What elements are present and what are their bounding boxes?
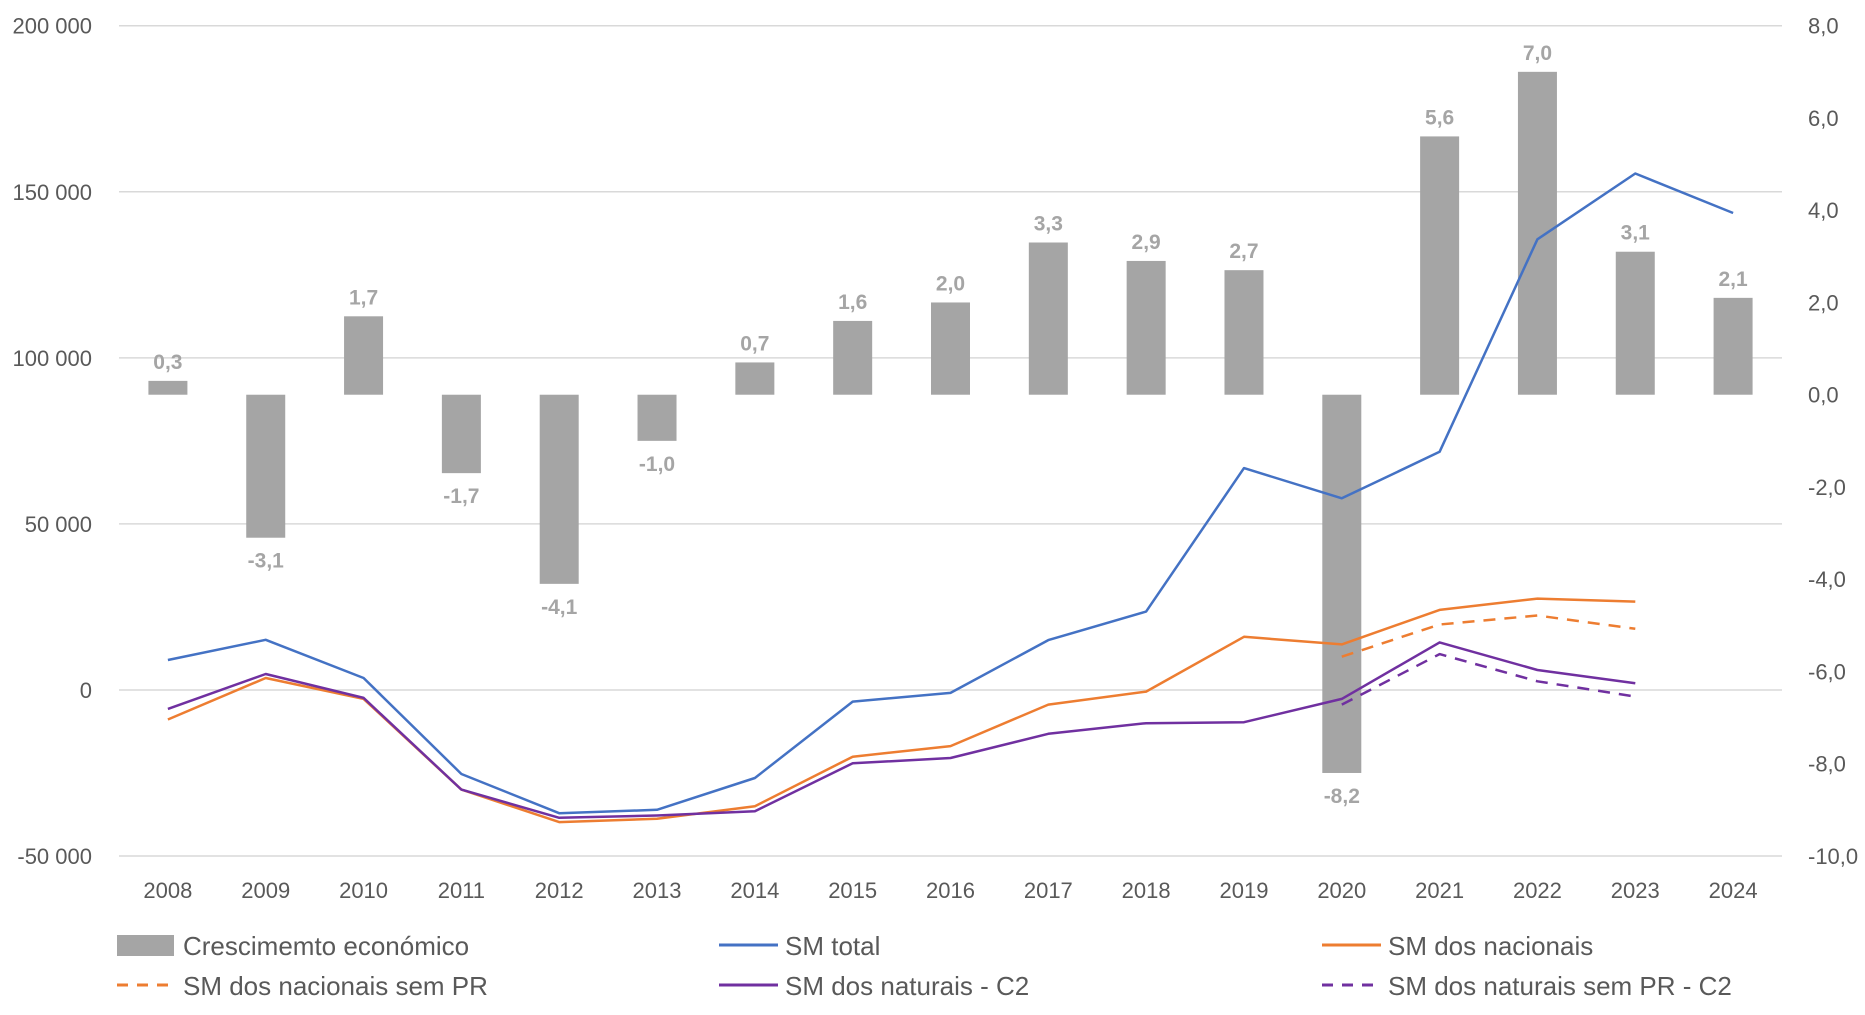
x-axis-tick-label: 2022 [1513,878,1562,903]
series-line-sm-dos-nacionais [167,597,1636,824]
bar-data-label: 0,7 [740,332,769,355]
left-axis-tick-label: 100 000 [12,346,92,371]
right-axis-tick-label: -4,0 [1808,567,1846,592]
bar-data-label: 5,6 [1425,106,1454,129]
x-axis-tick-label: 2016 [926,878,975,903]
bar [148,380,188,395]
right-axis-tick-label: 0,0 [1808,383,1839,408]
bar-data-label: -1,7 [443,485,479,508]
bar-data-label: 7,0 [1523,42,1552,65]
bar-data-label: 2,1 [1718,268,1748,291]
bar [344,316,384,395]
bar [735,362,775,395]
legend-item: SM dos nacionais [1322,931,1593,961]
bar-data-label: -3,1 [248,550,285,573]
x-axis-tick-label: 2018 [1122,878,1171,903]
x-axis-tick-label: 2021 [1415,878,1464,903]
left-axis-ticks: 200 000 150 000 100 000 50 000 0 -50 000 [12,14,92,869]
right-axis-tick-label: 2,0 [1808,290,1839,315]
right-axis-tick-label: 6,0 [1808,106,1839,131]
legend-item: SM dos naturais - C2 [719,971,1029,1001]
bar-data-label: 1,7 [349,286,378,309]
bar [1420,136,1460,395]
bar-data-label: 1,6 [838,291,867,314]
x-axis-tick-label: 2010 [339,878,388,903]
x-axis-tick-label: 2013 [633,878,682,903]
bar-data-label: 2,7 [1229,240,1258,263]
x-axis-tick-label: 2015 [828,878,877,903]
legend-item: SM dos nacionais sem PR [117,971,488,1001]
left-axis-tick-label: 150 000 [12,180,92,205]
legend-swatch-bar [117,935,174,956]
bar [539,394,579,584]
series-line-sm-dos-naturais-sem-pr-c2 [1341,652,1636,706]
series-line-sm-dos-naturais-c2 [167,641,1636,820]
bar [1322,394,1362,773]
right-axis-tick-label: 8,0 [1808,14,1839,39]
legend-label: SM dos naturais sem PR - C2 [1388,971,1732,1001]
bar-data-label: 2,0 [936,272,965,295]
x-axis-tick-label: 2011 [438,878,485,903]
left-axis-tick-label: 200 000 [12,14,92,39]
right-axis-tick-label: 4,0 [1808,198,1839,223]
bar-data-label: -4,1 [541,596,578,619]
right-axis-tick-label: -8,0 [1808,752,1846,777]
legend-label: SM dos naturais - C2 [785,971,1029,1001]
bar [637,394,677,441]
legend-item: SM total [719,931,880,961]
right-axis-tick-label: -2,0 [1808,475,1846,500]
left-axis-tick-label: -50 000 [17,844,92,869]
left-axis-tick-label: 50 000 [25,512,92,537]
x-axis-tick-label: 2012 [535,878,584,903]
series-line-sm-total [167,172,1734,815]
x-axis-tick-label: 2017 [1024,878,1073,903]
bar [833,320,873,395]
series-lines [167,172,1734,824]
legend-item: SM dos naturais sem PR - C2 [1322,971,1732,1001]
bar [931,302,970,395]
x-axis-tick-label: 2020 [1317,878,1366,903]
bar [246,394,286,538]
series-line-sm-dos-nacionais-sem-pr [1341,614,1636,658]
legend-label: SM dos nacionais sem PR [183,971,488,1001]
legend-label: Crescimemto económico [183,931,469,961]
legend-label: SM dos nacionais [1388,931,1593,961]
bar [1615,251,1655,395]
x-axis-tick-label: 2014 [730,878,779,903]
bar [1126,260,1166,395]
bar-data-label: 0,3 [153,351,182,374]
legend-item: Crescimemto económico [117,931,469,961]
x-axis-tick-label: 2024 [1709,878,1758,903]
left-axis-tick-label: 0 [80,678,92,703]
right-axis-tick-label: -10,0 [1808,844,1858,869]
bar-data-label: 3,3 [1034,213,1063,236]
bar [1713,297,1753,395]
bar-data-label: 2,9 [1132,231,1161,254]
bar-data-label: 3,1 [1621,222,1651,245]
x-axis-tick-label: 2023 [1611,878,1660,903]
bar-data-label: -8,2 [1324,785,1360,808]
bar [1517,71,1557,395]
bar-data-label: -1,0 [639,453,675,476]
x-axis-tick-label: 2019 [1219,878,1268,903]
bar-data-labels: 0,3 -3,1 1,7 -1,7 -4,1 -1,0 0,7 1,6 2,0 3,3 2,9 2,7… [153,42,1748,808]
legend: Crescimemto económico SM total SM dos naci… [117,931,1732,1001]
bar [1028,242,1068,395]
bar [1224,270,1264,395]
bar [441,394,481,474]
right-axis-ticks: 8,0 6,0 4,0 2,0 0,0 -2,0 -4,0 -6,0 -8,0 -10,0 [1808,14,1858,869]
x-axis-ticks: 2008 2009 2010 2011 2012 2013 2014 2015 2016 2017… [143,878,1757,903]
x-axis-tick-label: 2009 [241,878,290,903]
right-axis-tick-label: -6,0 [1808,659,1846,684]
legend-label: SM total [785,931,880,961]
bars-crescimento [148,71,1753,773]
x-axis-tick-label: 2008 [143,878,192,903]
